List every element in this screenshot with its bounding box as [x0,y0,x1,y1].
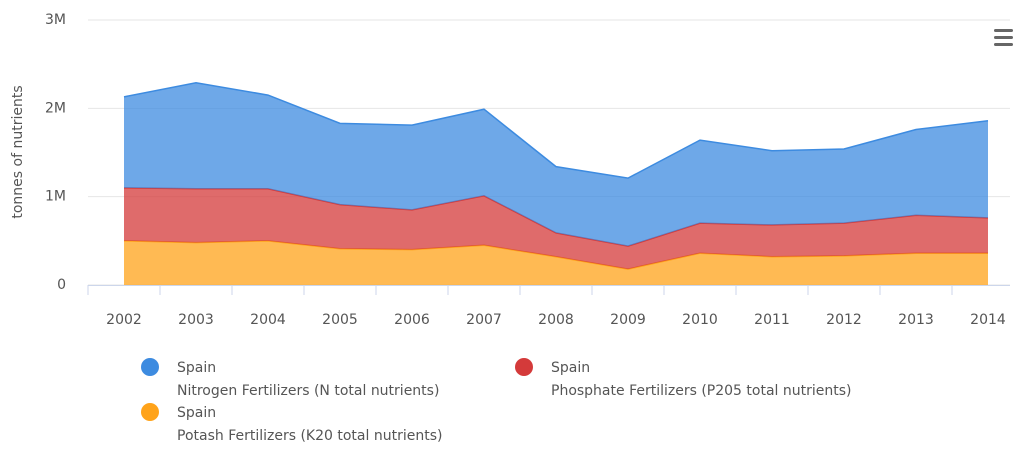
legend-name: Spain [551,360,590,376]
legend-marker [141,403,159,421]
x-tick-label: 2005 [322,312,358,328]
menu-bar [994,36,1013,39]
x-tick-label: 2004 [250,312,286,328]
x-tick-label: 2010 [682,312,718,328]
x-tick-label: 2013 [898,312,934,328]
legend-item: Potash Fertilizers (K20 total nutrients) [177,428,442,444]
area [124,187,988,270]
y-tick-label: 0 [57,277,66,293]
x-tick-label: 2012 [826,312,862,328]
y-axis-title: tonnes of nutrients [10,85,26,218]
legend-name: Spain [177,360,216,376]
menu-bar [994,29,1013,32]
x-tick-label: 2009 [610,312,646,328]
y-tick-label: 2M [45,100,66,116]
menu-icon[interactable] [994,29,1013,46]
x-tick-label: 2002 [106,312,142,328]
area [124,240,988,285]
y-tick-label: 3M [45,12,66,28]
x-tick-label: 2011 [754,312,790,328]
x-tick-label: 2014 [970,312,1006,328]
x-tick-label: 2006 [394,312,430,328]
legend-marker [515,358,533,376]
x-tick-label: 2003 [178,312,214,328]
legend-item: Nitrogen Fertilizers (N total nutrients) [177,383,439,399]
x-tick-label: 2008 [538,312,574,328]
y-tick-label: 1M [45,189,66,205]
legend-item: Phosphate Fertilizers (P205 total nutrie… [551,383,852,399]
area-line [123,81,989,179]
menu-bar [994,43,1013,46]
x-tick-label: 2007 [466,312,502,328]
legend-marker [141,358,159,376]
legend-name: Spain [177,405,216,421]
